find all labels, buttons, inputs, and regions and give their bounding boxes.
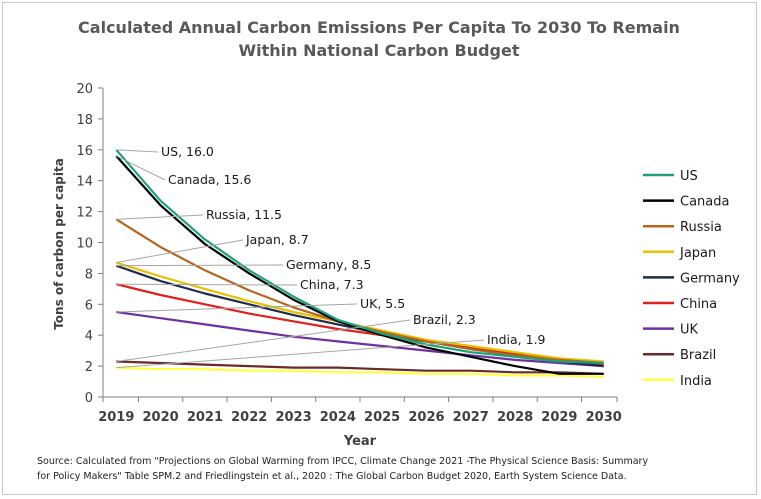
source-note: Source: Calculated from "Projections on …: [37, 456, 649, 482]
legend: US Canada Russia Japan Germany China UK Brazil I…: [643, 169, 740, 389]
data-label-china: China, 7.3: [300, 277, 364, 292]
legend-label-uk: UK: [680, 323, 699, 338]
legend-label-india: India: [680, 374, 712, 389]
x-tick-label: 2026: [408, 410, 444, 425]
x-tick-label: 2028: [497, 410, 533, 425]
callout-leader-india: [116, 339, 485, 369]
y-tick-label: 18: [76, 113, 93, 128]
series-line-uk: [116, 310, 604, 368]
line-chart: Calculated Annual Carbon Emissions Per C…: [52, 18, 740, 449]
chart-axes: 0 2 4 6 8 10 12 14 16 18 20 2019 2020 2021 2022 2023 202…: [76, 82, 621, 425]
legend-label-japan: Japan: [679, 246, 716, 261]
legend-label-germany: Germany: [680, 271, 740, 286]
series-line-india: [116, 366, 604, 378]
x-tick-label: 2019: [98, 410, 134, 425]
y-tick-label: 2: [85, 360, 93, 375]
x-tick-label: 2030: [586, 410, 622, 425]
x-tick-label: 2021: [187, 410, 223, 425]
x-tick-label: 2029: [541, 410, 577, 425]
callout-layer: US, 16.0 Canada, 15.6 Russia, 11.5 Japan, 8…: [116, 144, 546, 369]
y-tick-label: 14: [76, 175, 93, 190]
legend-label-canada: Canada: [680, 195, 729, 210]
series-line-brazil: [116, 360, 604, 375]
legend-label-brazil: Brazil: [680, 348, 716, 363]
series-line-canada: [115, 155, 604, 375]
y-tick-label: 8: [85, 267, 93, 282]
legend-label-russia: Russia: [680, 220, 722, 235]
x-tick-label: 2025: [364, 410, 400, 425]
data-label-germany: Germany, 8.5: [286, 257, 371, 272]
chart-title-line-1: Calculated Annual Carbon Emissions Per C…: [78, 18, 680, 37]
callout-leader-us: [116, 149, 159, 153]
callout-leader-russia: [116, 214, 204, 220]
series-line-china: [116, 283, 604, 366]
callout-leader-uk: [116, 303, 358, 313]
callout-leader-japan: [116, 239, 244, 264]
y-tick-label: 0: [85, 391, 93, 406]
y-tick-label: 6: [85, 298, 93, 313]
legend-label-china: China: [680, 297, 717, 312]
data-label-us: US, 16.0: [161, 144, 214, 159]
callout-leader-china: [116, 283, 298, 286]
data-label-uk: UK, 5.5: [360, 296, 405, 311]
chart-title-line-2: Within National Carbon Budget: [239, 41, 520, 60]
y-tick-label: 16: [76, 144, 93, 159]
x-tick-label: 2023: [275, 410, 311, 425]
x-axis-title: Year: [343, 434, 377, 449]
callout-leader-brazil: [116, 319, 411, 362]
y-axis-title: Tons of carbon per capita: [52, 158, 66, 330]
data-label-russia: Russia, 11.5: [206, 207, 282, 222]
x-tick-label: 2024: [320, 410, 356, 425]
data-label-japan: Japan, 8.7: [245, 232, 309, 247]
data-label-india: India, 1.9: [487, 332, 546, 347]
callout-leader-canada: [116, 155, 166, 181]
x-tick-label: 2022: [231, 410, 267, 425]
y-tick-label: 20: [76, 82, 93, 97]
x-tick-label: 2027: [453, 410, 489, 425]
data-label-canada: Canada, 15.6: [168, 172, 251, 187]
y-tick-label: 12: [76, 206, 93, 221]
callout-leader-germany: [116, 264, 284, 267]
data-label-brazil: Brazil, 2.3: [413, 312, 476, 327]
y-tick-label: 4: [85, 329, 93, 344]
y-tick-label: 10: [76, 237, 93, 252]
legend-label-us: US: [680, 169, 698, 184]
x-tick-label: 2020: [143, 410, 179, 425]
